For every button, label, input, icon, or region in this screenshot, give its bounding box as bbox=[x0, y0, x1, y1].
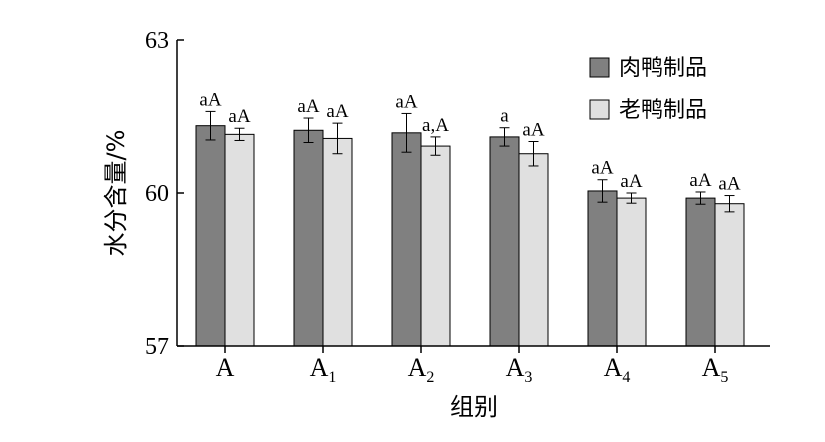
x-tick-label: A1 bbox=[310, 353, 337, 386]
legend-label: 老鸭制品 bbox=[619, 98, 707, 123]
significance-label: aA bbox=[689, 170, 711, 191]
legend-swatch bbox=[589, 99, 610, 120]
significance-label: aA bbox=[591, 158, 613, 179]
x-axis-title: 组别 bbox=[450, 393, 498, 421]
legend-swatch bbox=[589, 57, 610, 78]
bar bbox=[322, 137, 353, 347]
significance-label: aA bbox=[199, 89, 221, 110]
y-tick-label: 57 bbox=[145, 334, 169, 360]
significance-label: a bbox=[500, 106, 509, 127]
bar bbox=[616, 197, 647, 347]
y-ticks: 57 60 63 bbox=[145, 28, 184, 360]
significance-label: aA bbox=[395, 91, 417, 112]
bar bbox=[420, 145, 451, 347]
bar bbox=[714, 203, 745, 347]
significance-label: aA bbox=[228, 106, 250, 127]
y-axis-title: 水分含量/% bbox=[102, 130, 130, 257]
significance-label: aA bbox=[522, 119, 544, 140]
bar bbox=[293, 129, 324, 347]
significance-label: aA bbox=[718, 174, 740, 195]
significance-label: aA bbox=[620, 171, 642, 192]
y-tick-label: 63 bbox=[145, 28, 169, 54]
x-ticks: A A1 A2 A3 A4 A5 bbox=[216, 346, 729, 386]
significance-label: aA bbox=[297, 96, 319, 117]
x-tick-label: A bbox=[216, 353, 235, 382]
bar bbox=[391, 132, 422, 347]
bars-layer bbox=[195, 125, 745, 347]
x-tick-label: A4 bbox=[604, 353, 631, 386]
x-tick-label: A3 bbox=[506, 353, 533, 386]
error-bars-layer bbox=[205, 110, 735, 213]
bar bbox=[587, 190, 618, 347]
legend-label: 肉鸭制品 bbox=[619, 56, 707, 81]
x-tick-label: A5 bbox=[702, 353, 729, 386]
significance-label: a,A bbox=[422, 115, 449, 136]
bar bbox=[224, 133, 255, 347]
significance-label: aA bbox=[326, 101, 348, 122]
y-tick-label: 60 bbox=[145, 181, 169, 207]
bar bbox=[195, 125, 226, 347]
x-tick-label: A2 bbox=[408, 353, 435, 386]
bar bbox=[489, 136, 520, 347]
bar bbox=[685, 197, 716, 347]
bar bbox=[518, 153, 549, 347]
axes bbox=[176, 40, 770, 347]
